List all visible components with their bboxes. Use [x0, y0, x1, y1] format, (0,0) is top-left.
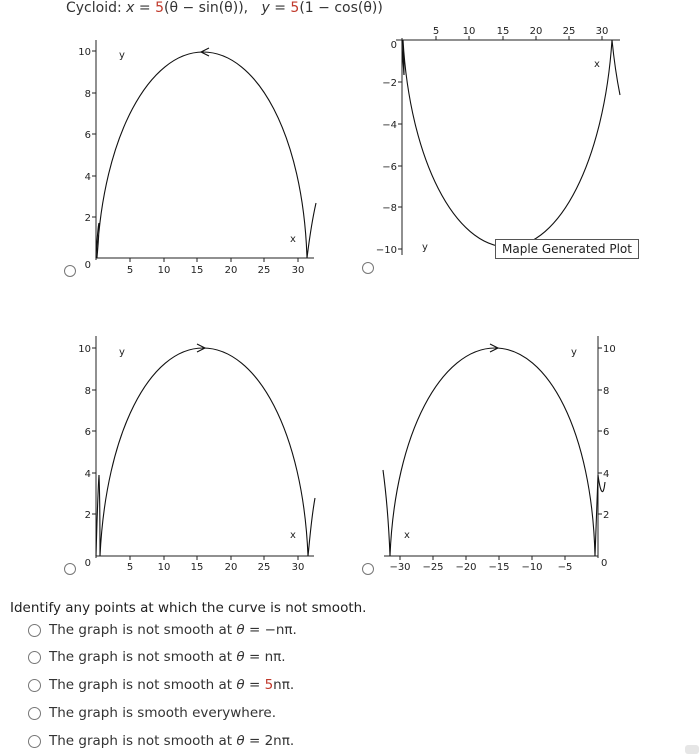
x-tick-label: 20 — [225, 562, 238, 573]
y-tick-label: 0 — [391, 40, 397, 51]
answer-option-5[interactable]: The graph is not smooth at θ = 2nπ. — [28, 731, 294, 751]
cycloid-curve — [98, 347, 316, 557]
cycloid-curve — [96, 51, 317, 259]
x-tick-label: −25 — [422, 562, 443, 573]
x-tick-label: 15 — [497, 26, 510, 37]
direction-arrow — [199, 47, 210, 57]
y-tick-label: 6 — [85, 130, 91, 141]
y-axis-label: y — [119, 50, 125, 61]
y-tick-label: 0 — [85, 260, 91, 271]
cycloid-curve — [382, 347, 599, 557]
x-ticks-bottom-right: −30 −25 −20 −15 −10 −5 — [389, 556, 572, 573]
x-tick-label: 15 — [191, 562, 204, 573]
x-tick-label: 15 — [191, 265, 204, 276]
y-tick-label: 6 — [85, 427, 91, 438]
answer-option-3[interactable]: The graph is not smooth at θ = 5 nπ. — [28, 675, 294, 695]
y-ticks-top-left: 10 8 6 4 2 0 — [78, 47, 96, 271]
y-ticks-bottom-left: 10 8 6 4 2 0 — [78, 344, 96, 569]
y-tick-label: 6 — [603, 427, 609, 438]
y-tick-label: 0 — [601, 558, 607, 569]
answer-radio[interactable] — [28, 734, 41, 748]
direction-arrow — [489, 343, 500, 353]
x-ticks-top-right: 5 10 15 20 25 30 — [433, 26, 609, 40]
x-tick-label: −5 — [558, 562, 573, 573]
y-axis-label: y — [422, 242, 428, 253]
x-tick-label: 30 — [292, 562, 305, 573]
x-tick-label: 25 — [563, 26, 576, 37]
plot-radio-bottom-right[interactable] — [362, 563, 374, 575]
answer-radio[interactable] — [28, 623, 41, 637]
y-tick-label: −10 — [376, 245, 397, 256]
problem-title: Cycloid: x = 5(θ − sin(θ)), y = 5(1 − co… — [66, 0, 383, 16]
y-tick-label: −2 — [382, 78, 397, 89]
x-tick-label: 25 — [258, 562, 271, 573]
plot-radio-bottom-left[interactable] — [64, 563, 76, 575]
y-tick-label: 10 — [78, 344, 91, 355]
x-axis-label: x — [594, 59, 600, 70]
y-ticks-top-right: 0 −2 −4 −6 −8 −10 — [376, 40, 402, 256]
x-axis-label: x — [290, 234, 296, 245]
x-ticks-top-left: 5 10 15 20 25 30 — [127, 258, 305, 276]
x-tick-label: −10 — [521, 562, 542, 573]
answer-radio[interactable] — [28, 650, 41, 664]
y-tick-label: 8 — [85, 89, 91, 100]
answer-option-2[interactable]: The graph is not smooth at θ = nπ. — [28, 647, 286, 667]
y-axis-label: y — [571, 347, 577, 358]
y-tick-label: −6 — [382, 162, 397, 173]
x-axis-label: x — [404, 530, 410, 541]
maple-plot-tooltip: Maple Generated Plot — [495, 239, 639, 259]
y-tick-label: 2 — [603, 510, 609, 521]
x-tick-label: 20 — [225, 265, 238, 276]
y-tick-label: 0 — [85, 558, 91, 569]
x-tick-label: 30 — [292, 265, 305, 276]
y-tick-label: 10 — [78, 47, 91, 58]
answer-radio[interactable] — [28, 706, 41, 720]
x-tick-label: 5 — [433, 26, 439, 37]
y-axis-label: y — [119, 347, 125, 358]
x-tick-label: 30 — [596, 26, 609, 37]
x-tick-label: −20 — [455, 562, 476, 573]
direction-arrow — [196, 343, 207, 353]
x-tick-label: 10 — [158, 265, 171, 276]
answer-radio[interactable] — [28, 678, 41, 692]
x-tick-label: 5 — [127, 562, 133, 573]
x-tick-label: 20 — [530, 26, 543, 37]
question-text: Identify any points at which the curve i… — [10, 600, 367, 616]
x-axis-label: x — [290, 530, 296, 541]
y-ticks-bottom-right: 10 8 6 4 2 0 — [598, 344, 616, 569]
y-tick-label: 4 — [85, 172, 91, 183]
answer-option-4[interactable]: The graph is smooth everywhere. — [28, 703, 276, 723]
plot-radio-top-left[interactable] — [64, 265, 76, 277]
x-tick-label: −30 — [389, 562, 410, 573]
corner-widget[interactable] — [685, 745, 699, 754]
y-tick-label: 8 — [85, 386, 91, 397]
y-tick-label: 2 — [85, 213, 91, 224]
y-tick-label: 2 — [85, 510, 91, 521]
y-tick-label: 4 — [85, 469, 91, 480]
plot-radio-top-right[interactable] — [362, 262, 374, 274]
x-tick-label: 10 — [158, 562, 171, 573]
y-tick-label: 8 — [603, 386, 609, 397]
x-tick-label: −15 — [488, 562, 509, 573]
x-tick-label: 25 — [258, 265, 271, 276]
y-tick-label: −8 — [382, 203, 397, 214]
x-ticks-bottom-left: 5 10 15 20 25 30 — [127, 556, 305, 573]
y-tick-label: 10 — [603, 344, 616, 355]
answer-option-1[interactable]: The graph is not smooth at θ = −nπ. — [28, 620, 297, 640]
x-tick-label: 5 — [127, 265, 133, 276]
y-tick-label: −4 — [382, 120, 397, 131]
y-tick-label: 4 — [603, 469, 609, 480]
x-tick-label: 10 — [463, 26, 476, 37]
